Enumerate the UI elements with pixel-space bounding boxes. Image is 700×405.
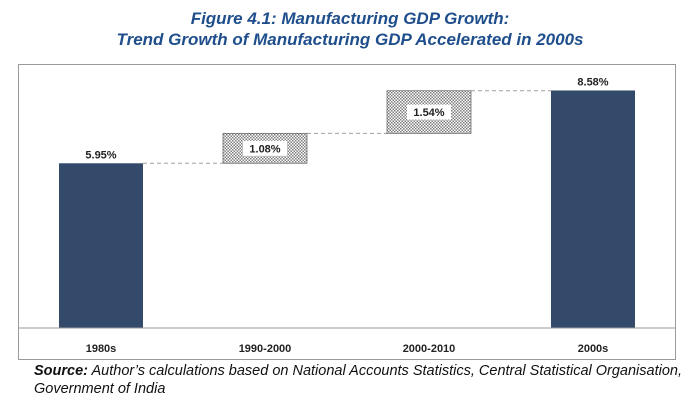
chart-title-line2: Trend Growth of Manufacturing GDP Accele… [116,30,584,49]
bar-2000s [551,90,635,328]
tick-label-2000s: 2000s [578,343,609,355]
source-label: Source: [34,363,88,379]
value-label-1990-2000: 1.08% [249,143,280,155]
source-note: Source: Author’s calculations based on N… [34,362,689,398]
chart-title-line1: Figure 4.1: Manufacturing GDP Growth: [190,9,510,28]
value-label-2000-2010: 1.54% [413,107,444,119]
tick-label-1980s: 1980s [86,343,117,355]
bar-1980s [59,163,143,328]
value-label-2000s: 8.58% [577,76,608,88]
tick-label-1990-2000: 1990-2000 [239,343,292,355]
value-label-bg-2000-2010 [407,104,451,120]
source-text: Author’s calculations based on National … [34,363,682,397]
value-label-bg-1990-2000 [243,140,287,156]
value-label-1980s: 5.95% [85,149,116,161]
waterfall-chart: 5.95% 1.08% 1.54% 8.58% 1980s 1990-2000 2000-… [19,76,675,355]
chart-frame: 5.95% 1.08% 1.54% 8.58% 1980s 1990-2000 2000-… [18,64,676,360]
tick-label-2000-2010: 2000-2010 [403,343,456,355]
